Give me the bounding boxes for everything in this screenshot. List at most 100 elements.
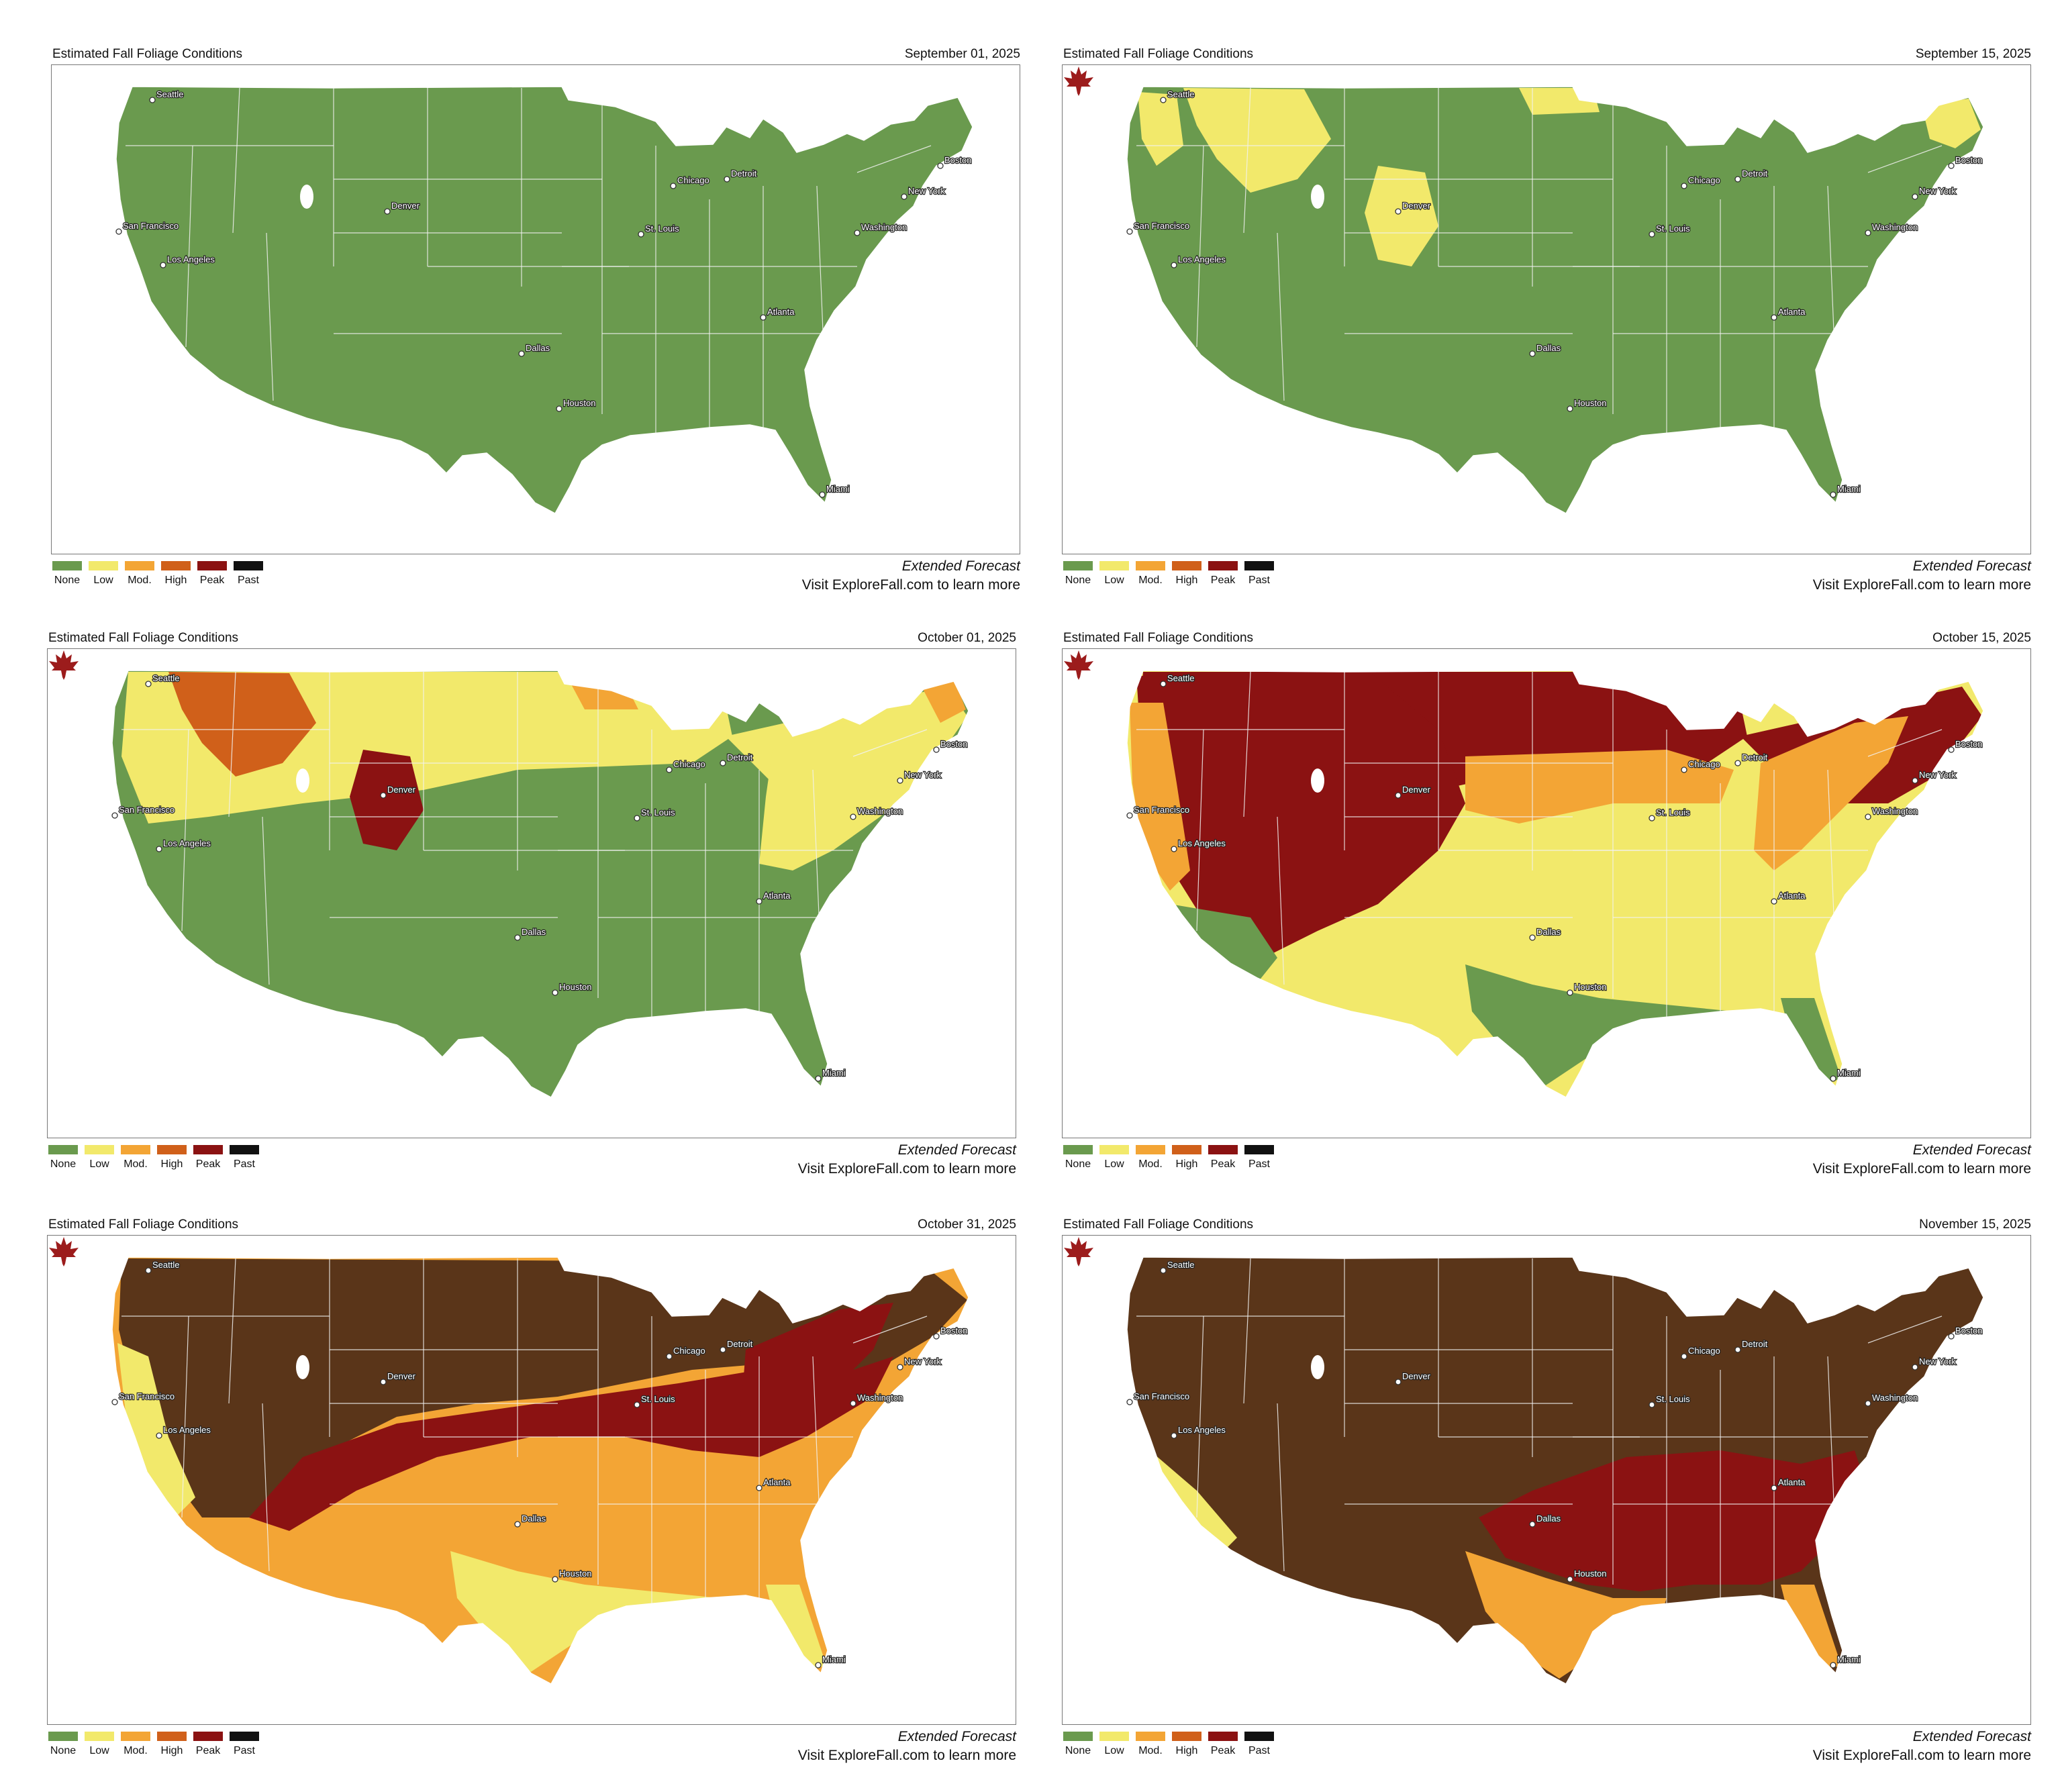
state-border [1196,145,1204,348]
legend-label: Low [1104,1745,1124,1756]
legend-item: Past [232,561,264,587]
map-frame[interactable]: Seattle San Francisco Los Angeles Denver Dal… [51,64,1020,554]
city-marker [1912,1364,1918,1371]
city-label: San Francisco [1134,1391,1189,1401]
legend-label: Low [93,575,113,586]
legend-item: High [1171,1732,1203,1757]
city-marker [1171,1432,1177,1439]
legend-label: Low [89,1158,109,1170]
state-border [1277,1403,1285,1572]
visit-link[interactable]: Visit ExploreFall.com to learn more [797,1748,1016,1763]
city-label: St. Louis [641,1394,675,1404]
state-border [856,145,932,173]
city-marker [1681,183,1687,189]
map-frame[interactable]: Seattle San Francisco Los Angeles Denver Dal… [1062,1235,2031,1725]
city-marker [145,681,152,687]
visit-link[interactable]: Visit ExploreFall.com to learn more [1812,1161,2031,1177]
panel-header: Estimated Fall Foliage Conditions Novembe… [1059,1215,2031,1235]
city-label: Detroit [1742,168,1768,179]
city-label: Washington [857,1393,903,1403]
city-label: Dallas [522,927,546,937]
legend-label: Low [1104,1158,1124,1170]
city-label: Detroit [727,1339,753,1349]
city-marker [1567,989,1573,996]
legend-item: Peak [192,1732,224,1757]
city-label: Houston [559,982,591,992]
state-border [1277,816,1285,985]
state-border [262,816,270,985]
city-marker [1734,1346,1741,1353]
map-frame[interactable]: Seattle San Francisco Los Angeles Denver Dal… [47,648,1016,1138]
legend-swatch [1136,1732,1165,1741]
city-label: Detroit [1742,752,1768,762]
city-marker [1126,812,1133,819]
legend-item: Mod. [1134,561,1167,587]
us-landmass [1127,87,1983,513]
legend-swatch [1244,1145,1274,1154]
city-marker [518,350,525,357]
visit-link[interactable]: Visit ExploreFall.com to learn more [801,577,1020,593]
legend-item: High [156,1145,188,1171]
city-label: Detroit [727,752,753,762]
region-gulf-coast [450,1551,759,1672]
panel-footer: Extended Forecast Visit ExploreFall.com t… [802,558,1020,593]
region-rockies-west [1136,673,1465,958]
visit-link[interactable]: Visit ExploreFall.com to learn more [797,1161,1016,1177]
city-marker [1395,208,1402,215]
legend-swatch [1208,1145,1238,1154]
foliage-panel: Estimated Fall Foliage Conditions October… [44,628,1038,1199]
city-marker [850,1400,856,1407]
city-marker [634,1401,640,1408]
city-label: Chicago [677,175,709,185]
state-border [1243,671,1251,817]
region-colorado-rockies [350,750,424,850]
city-label: Atlanta [767,307,795,317]
state-border [232,87,240,234]
state-border [1243,87,1251,234]
legend-label: None [1065,1745,1091,1756]
state-border [1277,232,1285,401]
us-map: Seattle San Francisco Los Angeles Denver Dal… [111,670,969,1099]
legend-item: High [1171,1145,1203,1171]
legend-label: Mod. [128,575,152,586]
city-label: Atlanta [1778,307,1806,317]
maple-leaf-icon [1064,650,1093,680]
map-frame[interactable]: Seattle San Francisco Los Angeles Denver Dal… [1062,64,2031,554]
panel-footer: Extended Forecast Visit ExploreFall.com t… [798,1729,1016,1764]
city-marker [1567,405,1573,412]
state-border [1867,145,1943,173]
city-label: St. Louis [1656,223,1690,234]
panel-title: Estimated Fall Foliage Conditions [1063,47,1254,61]
legend-swatch [161,561,191,570]
city-marker [854,230,861,236]
panel-footer: Extended Forecast Visit ExploreFall.com t… [1813,558,2031,593]
city-marker [937,162,944,169]
city-label: Los Angeles [1178,254,1226,264]
city-label: Atlanta [763,891,791,901]
map-frame[interactable]: Seattle San Francisco Los Angeles Denver Dal… [1062,648,2031,1138]
city-label: Chicago [1688,175,1720,185]
forecast-label: Extended Forecast [1912,1142,2031,1158]
region-colorado-rockies [1365,166,1438,266]
city-marker [1734,176,1741,183]
city-marker [897,1364,903,1371]
legend-swatch [125,561,154,570]
city-marker [1830,1075,1836,1082]
legend-item: Past [1243,561,1275,587]
great-salt-lake [1311,1355,1324,1379]
city-marker [1395,1379,1402,1385]
city-marker [815,1075,822,1082]
city-label: Miami [1837,1068,1861,1078]
city-marker [1948,746,1955,753]
panel-date: October 15, 2025 [1932,631,2031,645]
visit-link[interactable]: Visit ExploreFall.com to learn more [1812,577,2031,593]
legend-swatch [1063,1145,1093,1154]
map-frame[interactable]: Seattle San Francisco Los Angeles Denver Dal… [47,1235,1016,1725]
legend-item: Mod. [1134,1145,1167,1171]
city-marker [1160,97,1167,103]
region-central-band [249,1356,893,1531]
city-marker [156,1432,162,1439]
city-label: Boston [1955,739,1982,749]
visit-link[interactable]: Visit ExploreFall.com to learn more [1812,1748,2031,1763]
city-marker [1771,314,1777,321]
